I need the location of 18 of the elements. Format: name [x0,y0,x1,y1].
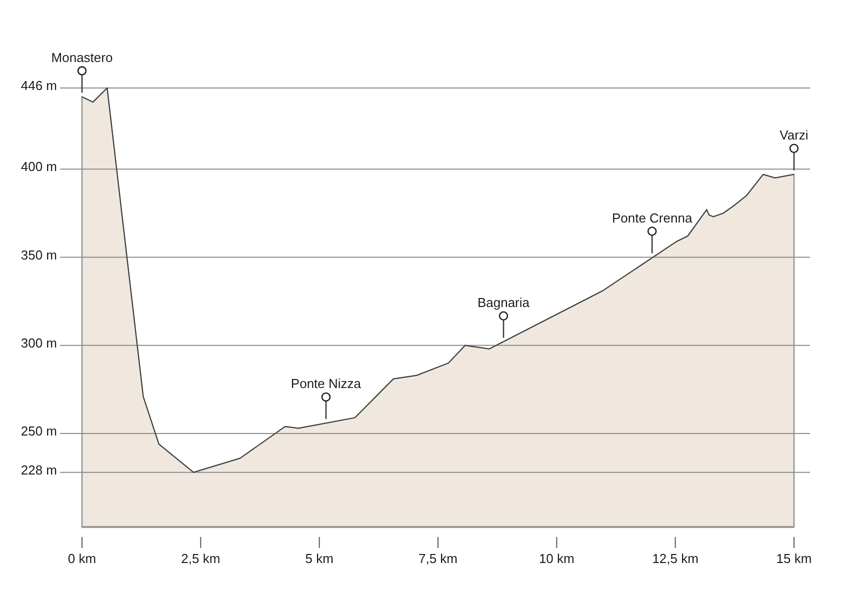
annotation: Ponte Nizza [290,376,362,391]
x-tick-label: 2,5 km [181,551,220,566]
annotation: Monastero [51,50,113,65]
x-tick-label: 15 km [776,551,812,566]
x-tick-label: 0 km [68,551,96,566]
y-tick-label: 250 m [20,423,57,438]
y-tick-label: 350 m [20,246,57,262]
y-tick-label: 228 m [20,462,57,477]
x-tick-label: 10 km [538,551,574,566]
annotation: Varzi [780,127,808,142]
y-tick-label: 400 m [20,158,57,174]
x-tick-label: 7,5 km [418,551,458,566]
y-tick-label: 300 m [20,334,57,350]
annotation: Ponte Crenna [612,210,693,226]
y-tick-label: 446 m [20,78,57,92]
x-tick-label: 12,5 km [652,551,698,566]
x-tick-label: 5 km [305,551,334,566]
annotation: Bagnaria [477,294,530,310]
